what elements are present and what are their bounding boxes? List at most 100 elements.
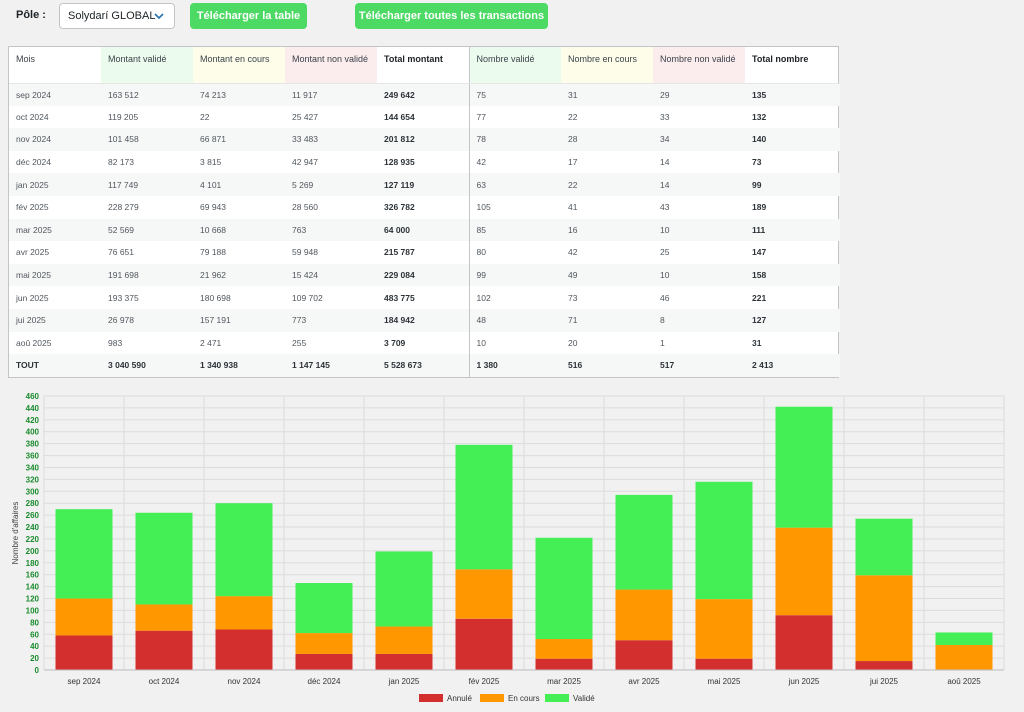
table-cell: 326 782 (377, 195, 470, 219)
y-tick-label: 420 (26, 416, 40, 425)
table-cell: 763 (285, 218, 377, 242)
table-cell: 22 (561, 173, 653, 196)
table-cell: 21 962 (193, 263, 285, 287)
table-cell: 189 (752, 202, 767, 213)
bar-valide (55, 509, 113, 599)
table-cell: 2 471 (200, 337, 222, 348)
table-cell: 5 269 (285, 173, 377, 196)
bar-en-cours (535, 639, 593, 659)
table-cell: 109 702 (292, 292, 323, 303)
table-cell: 10 (476, 337, 486, 348)
bar-annule (535, 658, 593, 670)
bar-en-cours (455, 569, 513, 619)
y-tick-label: 400 (26, 428, 40, 437)
table-cell: 26 978 (101, 308, 193, 332)
download-all-transactions-button[interactable]: Télécharger toutes les transactions (355, 3, 548, 29)
legend-label[interactable]: En cours (508, 694, 540, 703)
bar-valide (855, 518, 913, 576)
y-tick-label: 360 (26, 452, 40, 461)
table-cell: 158 (745, 263, 840, 287)
x-tick-label: sep 2024 (68, 677, 101, 686)
table-cell: 16 (561, 218, 653, 242)
bar-en-cours (55, 598, 113, 636)
table-cell: 105 (476, 202, 491, 213)
bar-annule (375, 653, 433, 670)
table-cell: 14 (660, 157, 670, 168)
bar-valide (455, 444, 513, 570)
table-cell: 101 458 (101, 128, 193, 151)
legend-swatch[interactable] (419, 694, 443, 702)
bar-en-cours (695, 599, 753, 659)
table-cell: 75 (469, 83, 561, 106)
table-cell: 42 (476, 157, 486, 168)
table-cell: 1 147 145 (285, 354, 377, 377)
table-cell: 193 375 (108, 292, 139, 303)
bar-en-cours (135, 604, 193, 631)
table-cell: 4 101 (193, 173, 285, 196)
pole-select[interactable]: Solydarí GLOBAL (59, 3, 175, 29)
table-cell: 516 (561, 354, 653, 377)
bar-valide (135, 512, 193, 605)
table-cell: oct 2024 (16, 111, 49, 122)
table-cell: 29 (653, 83, 745, 106)
bar-valide (375, 551, 433, 627)
table-cell: 117 749 (101, 173, 193, 196)
bar-valide (615, 494, 673, 590)
bar-valide (295, 583, 353, 634)
x-tick-label: mar 2025 (547, 677, 581, 686)
table-cell: 22 (568, 111, 578, 122)
y-tick-label: 280 (26, 499, 40, 508)
bar-annule (855, 661, 913, 670)
table-cell: 3 709 (377, 331, 470, 355)
table-row: nov 2024 101 458 66 871 33 483 201 812 78 28 34… (9, 128, 840, 151)
table-cell: 73 (752, 157, 762, 168)
table-cell: 127 119 (377, 173, 470, 196)
header-total-montant: Total montant (377, 47, 470, 84)
bar-annule (55, 635, 113, 670)
table-cell: 76 651 (108, 247, 134, 258)
bar-valide (935, 632, 993, 645)
bar-annule (615, 640, 673, 670)
table-row: oct 2024 119 205 22 25 427 144 654 77 22 33 132 (9, 105, 840, 129)
table-cell: 191 698 (101, 263, 193, 287)
legend-label[interactable]: Validé (573, 694, 595, 703)
bar-valide (535, 537, 593, 640)
table-total-row: TOUT 3 040 590 1 340 938 1 147 145 5 528 673… (9, 354, 840, 377)
y-tick-label: 140 (26, 583, 40, 592)
x-tick-label: jun 2025 (788, 677, 820, 686)
bar-annule (295, 653, 353, 670)
table-cell: 215 787 (377, 241, 470, 264)
download-table-button[interactable]: Télécharger la table (190, 3, 307, 29)
bar-en-cours (855, 575, 913, 662)
header-montant-valide: Montant validé (101, 47, 193, 84)
table-cell: 25 427 (292, 111, 318, 122)
legend-swatch[interactable] (480, 694, 504, 702)
table-cell: 2 413 (745, 354, 840, 377)
table-cell: 983 (108, 337, 123, 348)
y-tick-label: 100 (26, 606, 40, 615)
y-tick-label: 380 (26, 440, 40, 449)
table-cell: 483 775 (377, 286, 470, 309)
table-cell: 17 (568, 157, 578, 168)
y-tick-label: 60 (30, 630, 39, 639)
table-cell: déc 2024 (16, 157, 51, 168)
table-cell: 71 (561, 308, 653, 332)
x-tick-label: oct 2024 (149, 677, 180, 686)
table-cell: 59 948 (292, 247, 318, 258)
legend-label[interactable]: Annulé (447, 694, 472, 703)
table-cell: 49 (561, 263, 653, 287)
table-cell: 64 000 (377, 218, 470, 242)
bar-en-cours (215, 596, 273, 630)
bar-en-cours (935, 644, 993, 670)
table-cell: 74 213 (193, 83, 285, 106)
chart: 0 20 40 60 80 100 120 140 160 180 200 220 240 260 280 3… (0, 388, 1024, 710)
table-cell: aoû 2025 (16, 337, 52, 348)
legend-swatch[interactable] (545, 694, 569, 702)
table-cell: 28 (561, 128, 653, 151)
bar-annule (135, 630, 193, 670)
y-tick-label: 460 (26, 392, 40, 401)
table-cell: 22 (200, 111, 210, 122)
table-cell: 52 569 (101, 218, 193, 242)
table-cell: 1 340 938 (193, 354, 285, 377)
table-cell: 773 (285, 308, 377, 332)
